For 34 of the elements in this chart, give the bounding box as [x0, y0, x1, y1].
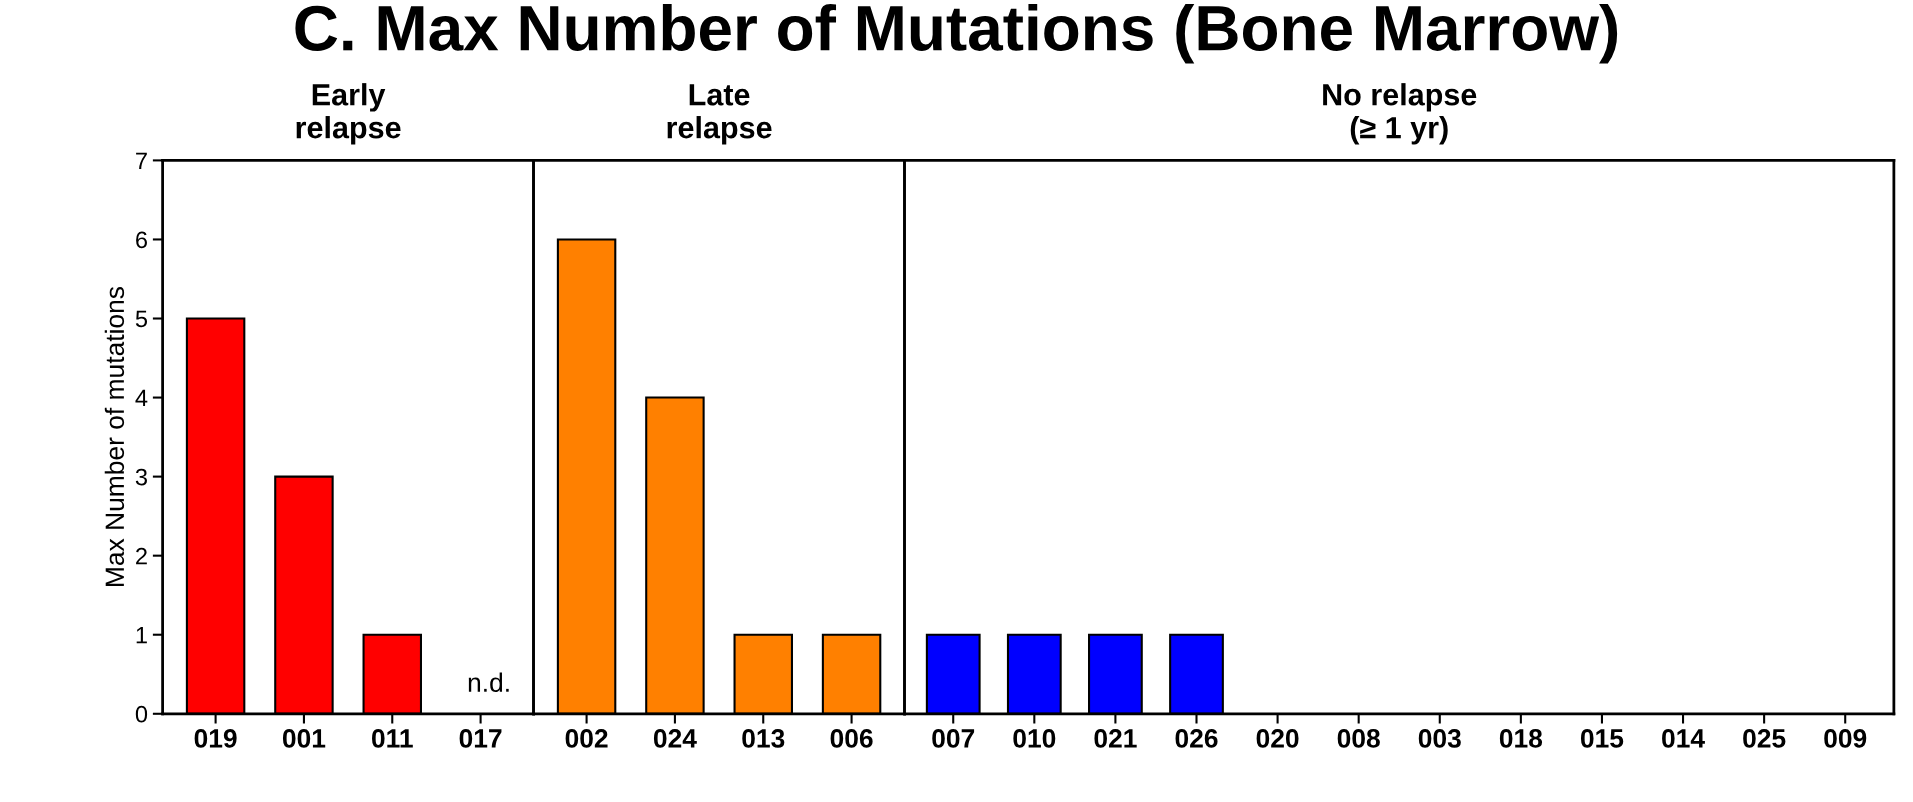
- y-tick-label: 5: [135, 310, 148, 328]
- y-tick-label: 1: [136, 627, 147, 644]
- x-tick-label: 006: [830, 729, 873, 748]
- text: C. Max Number of Mutations (Bone Marrow): [295, 4, 1618, 64]
- chart-subtitle: Late relapse: [667, 84, 772, 145]
- x-tick-label: 013: [742, 729, 785, 748]
- x-tick-label: 001: [282, 729, 326, 748]
- x-tick-label: 015: [1580, 729, 1624, 748]
- y-tick-label: 2: [136, 547, 147, 565]
- y-tick-label: 4: [135, 389, 148, 407]
- y-tick-label: 7: [136, 152, 147, 169]
- x-tick-label: 024: [653, 729, 697, 748]
- x-tick-label: 007: [932, 729, 975, 748]
- x-tick-label: 003: [1418, 729, 1461, 748]
- y-tick-label: 0: [135, 705, 148, 723]
- y-tick-label: 3: [135, 468, 147, 486]
- chart-subtitle: Early relapse: [296, 83, 401, 145]
- x-tick-label: 021: [1094, 729, 1137, 748]
- chart-subtitle: No relapse (≥ 1 yr): [1323, 83, 1477, 145]
- x-tick-label: 009: [1824, 729, 1867, 748]
- x-tick-label: 002: [565, 729, 608, 748]
- x-tick-label: 019: [194, 729, 237, 748]
- x-tick-label: 020: [1256, 729, 1299, 748]
- x-tick-label: 018: [1499, 729, 1543, 748]
- x-tick-label: 025: [1743, 729, 1786, 748]
- x-tick-label: 010: [1013, 729, 1056, 748]
- x-tick-label: 017: [459, 729, 502, 748]
- x-tick-label: 011: [372, 729, 413, 748]
- x-tick-label: 008: [1337, 729, 1380, 748]
- annotation: n.d.: [468, 672, 509, 692]
- y-tick-label: 6: [136, 231, 147, 249]
- x-tick-label: 026: [1175, 729, 1218, 748]
- x-tick-label: 014: [1662, 729, 1705, 748]
- y-axis-title: Max Number of mutations: [104, 286, 125, 586]
